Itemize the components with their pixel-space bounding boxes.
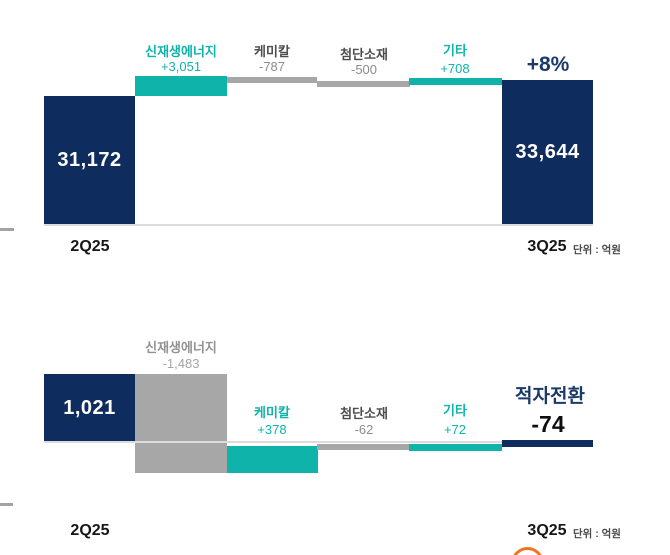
bar-step-advanced-materials-top [317,81,410,87]
baseline-bottom [44,441,593,443]
segment-label-others-bottom: 기타 [443,403,467,418]
change-badge-top: +8% [526,53,570,76]
segment-label-others: 기타 [443,43,467,58]
bar-step-chemical-bottom [227,446,318,473]
unit-label-bottom: 단위 : 억원 [573,528,621,540]
bar-step-others-top [409,78,502,85]
segment-label-chemical-bottom: 케미칼 [254,405,290,420]
bar-start-value-top: 31,172 [57,148,122,171]
bar-end-value-bottom: -74 [531,411,565,437]
bar-end-3q25-top: 33,644 [502,80,593,224]
axis-edge-dash-bottom [0,503,13,506]
logo-circle-arc [511,547,544,555]
segment-value-renewable-bottom: -1,483 [162,356,200,371]
segment-label-advanced-materials-bottom: 첨단소재 [340,406,388,421]
bar-end-3q25-bottom [502,440,593,447]
segment-value-renewable: +3,051 [160,59,202,74]
bar-end-value-top: 33,644 [515,140,580,163]
bar-step-chemical-top [227,77,317,83]
baseline-top [44,224,593,226]
segment-label-chemical: 케미칼 [254,44,290,59]
bar-step-others-bottom [409,444,502,451]
segment-value-others: +708 [440,61,470,76]
segment-label-renewable: 신재생에너지 [145,44,217,59]
axis-edge-dash-top [0,228,14,231]
segment-value-others-bottom: +72 [443,422,467,437]
segment-value-advanced-materials-bottom: -62 [354,422,374,437]
axis-label-2q25-bottom: 2Q25 [70,522,110,539]
bar-step-advanced-materials-bottom [317,444,410,450]
bar-step-renewable-bottom [135,374,227,473]
axis-label-3q25-top: 3Q25 [527,238,567,255]
segment-value-advanced-materials: -500 [350,62,378,77]
change-badge-bottom: 적자전환 [515,386,585,407]
bar-start-2q25-top: 31,172 [44,96,135,224]
axis-label-3q25-bottom: 3Q25 [527,522,567,539]
segment-label-renewable-bottom: 신재생에너지 [145,340,217,355]
segment-value-chemical-bottom: +378 [257,422,287,437]
bar-step-renewable-top [135,76,227,96]
unit-label-top: 단위 : 억원 [573,244,621,256]
axis-label-2q25-top: 2Q25 [70,238,110,255]
segment-value-chemical: -787 [258,59,286,74]
bar-start-2q25-bottom: 1,021 [44,374,135,442]
bar-start-value-bottom: 1,021 [63,396,116,419]
segment-label-advanced-materials: 첨단소재 [340,47,388,62]
